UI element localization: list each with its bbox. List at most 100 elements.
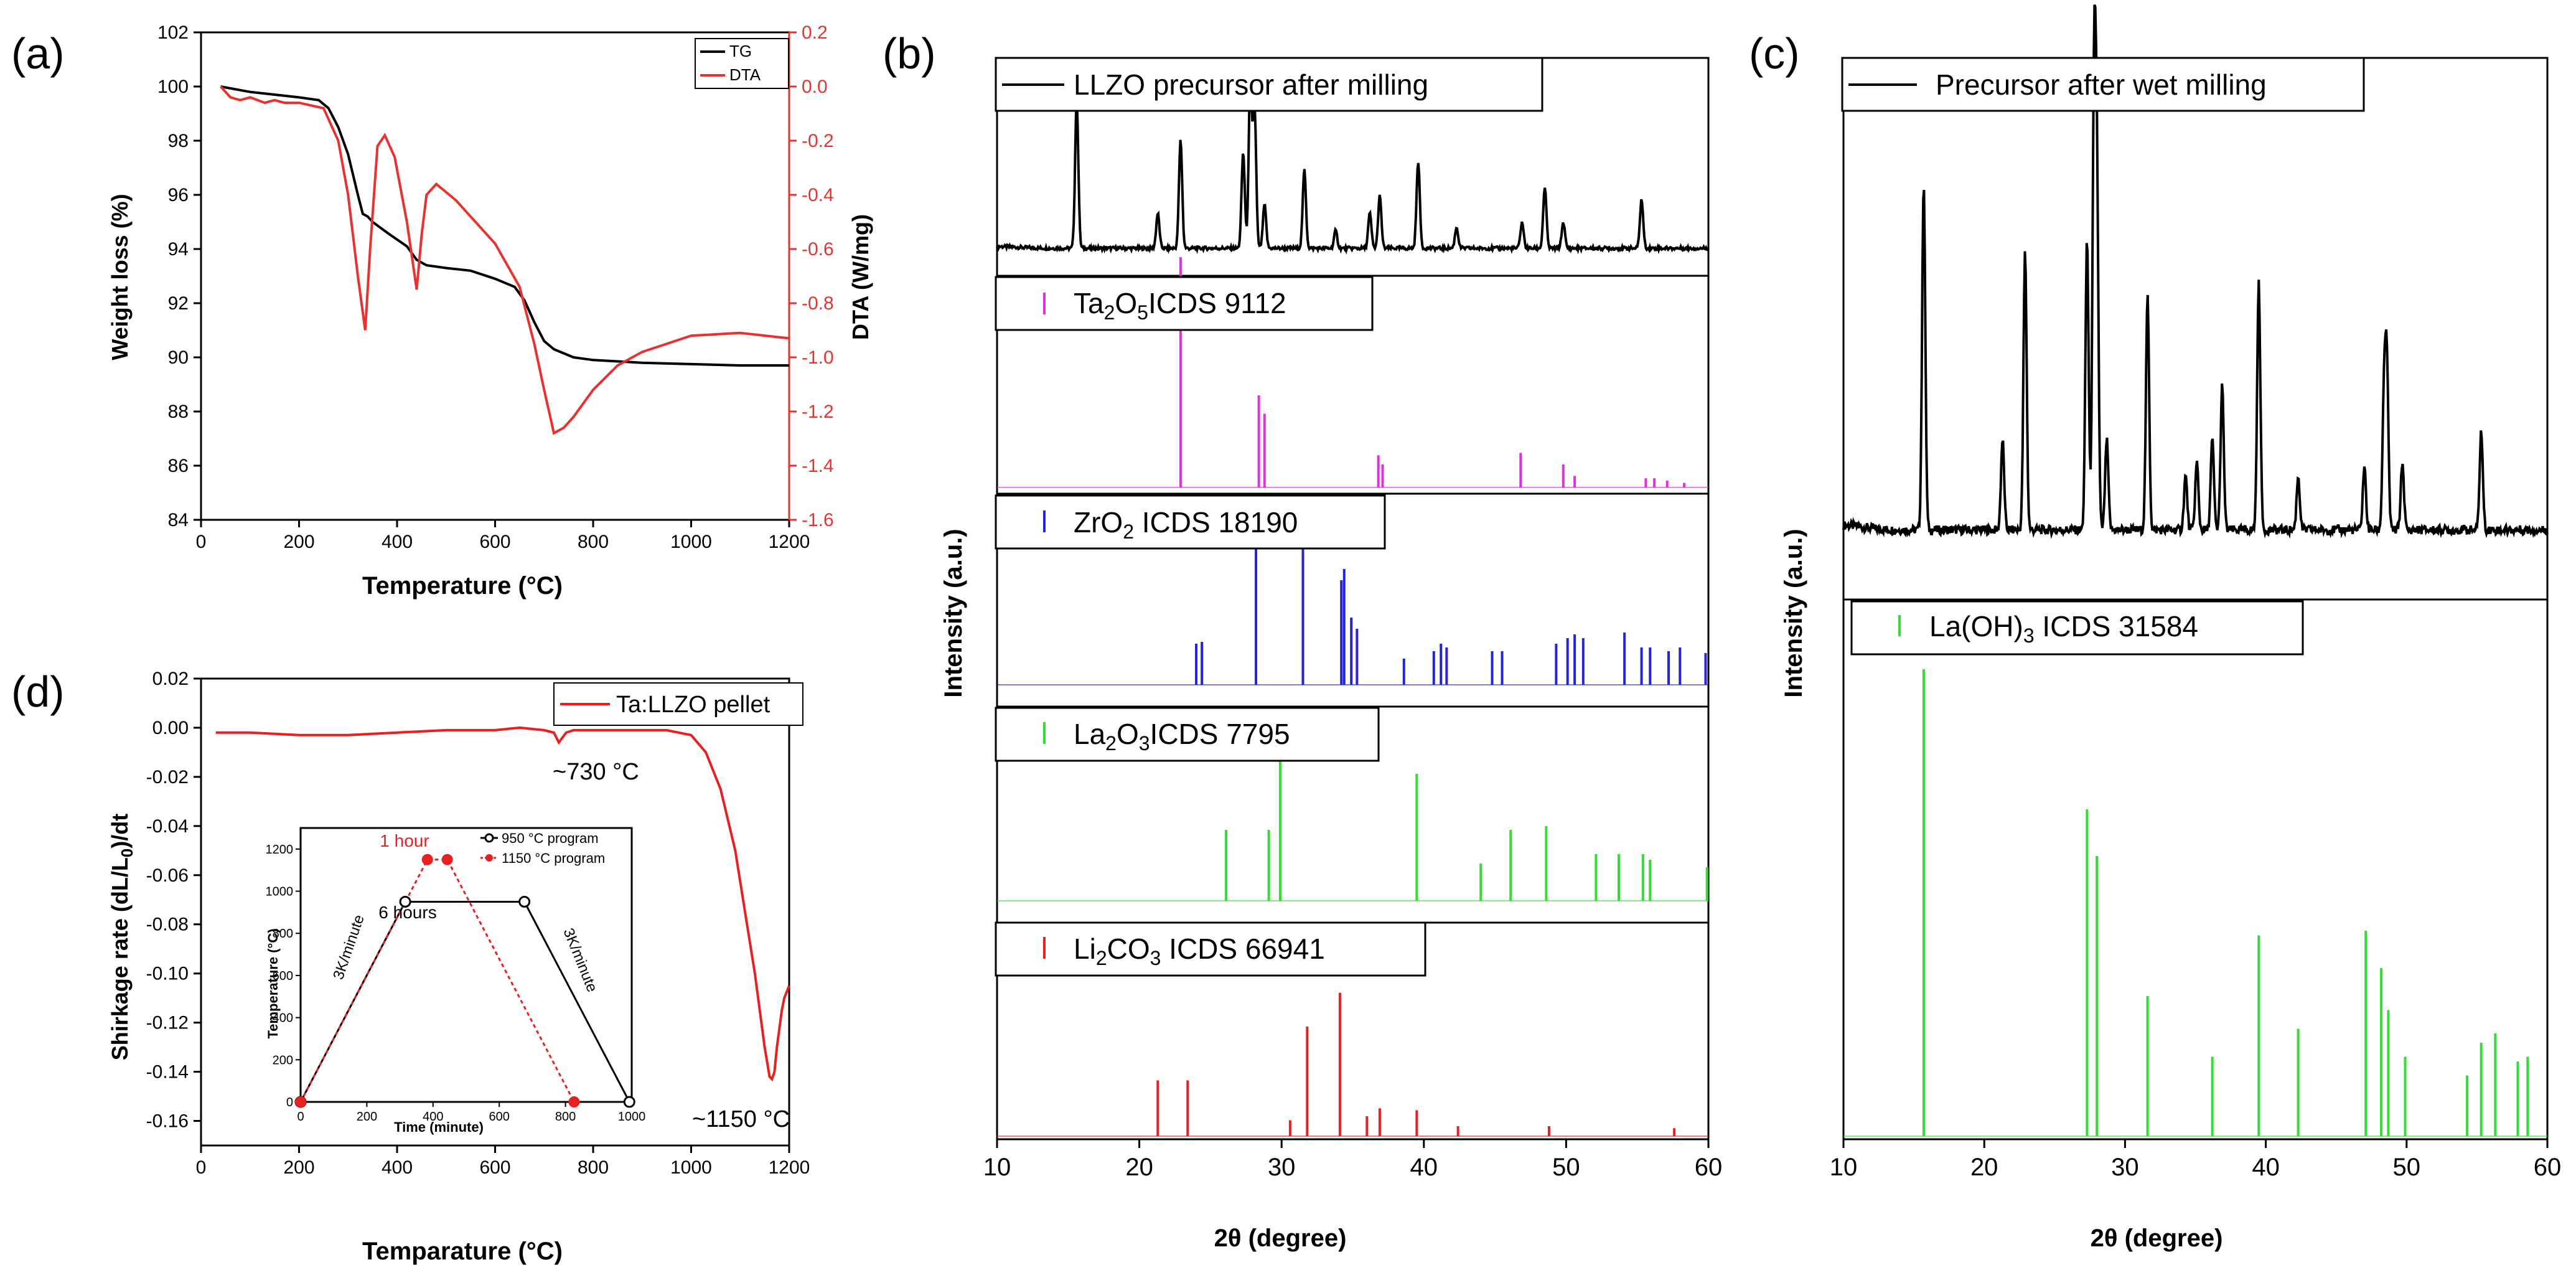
panel-letter-c: (c)	[1749, 29, 1800, 78]
chart-d-inset-ticks: 0 200 400 600 800 1000 0 200 400 600 800 1000 1200	[266, 843, 646, 1124]
chart-d-inset-point-950	[623, 1096, 635, 1108]
chart-d-inset-x-tick-label: 200	[357, 1110, 377, 1124]
chart-a-ylabel: Weight loss (%)	[107, 194, 133, 360]
chart-d-inset-legend-950: 950 °C program	[502, 830, 599, 846]
chart-a-x-tick-label: 800	[578, 532, 609, 552]
chart-d-inset-y-tick-label: 1000	[266, 885, 294, 899]
chart-a-dta-line	[220, 85, 790, 435]
chart-b-label-zro2: ZrO2 ICDS 18190	[995, 494, 1386, 550]
chart-d-ticks: 0 200 400 600 800 1000 1200 0.02 0.00 -0.02 -0.04 -…	[146, 669, 810, 1178]
chart-b-label-li2co3: Li2CO3 ICDS 66941	[995, 921, 1426, 977]
chart-b-pattern-llzo	[996, 79, 1710, 255]
chart-a-ticks: 0 200 400 600 800 1000 1200 84 86 88 90 92 94 96 98 100…	[157, 22, 834, 552]
chart-d-inset-point-950	[399, 895, 411, 908]
chart-c-x-ticks: 10 20 30 40 50 60	[1830, 1139, 2561, 1181]
chart-a-y-tick-label: 92	[168, 293, 189, 314]
chart-a-y2-tick-label: -0.6	[802, 239, 834, 260]
chart-d-inset-y-tick-label: 200	[273, 1053, 293, 1067]
chart-b-label-la2o3: La2O3ICDS 7795	[995, 707, 1380, 762]
chart-d-inset-x-tick-label: 1000	[618, 1110, 646, 1124]
chart-b-frame	[996, 57, 1710, 1141]
chart-a-y2-tick-label: 0.0	[802, 77, 828, 97]
chart-d-y-tick-label: -0.08	[146, 915, 189, 935]
chart-b-label-li2co3-box	[995, 921, 1426, 977]
chart-d-x-tick-label: 1000	[670, 1157, 712, 1178]
chart-d-inset-x-tick-label: 800	[555, 1110, 576, 1124]
chart-d-x-tick-label: 200	[283, 1157, 314, 1178]
chart-c-label-precursor: Precursor after wet milling	[1841, 57, 2365, 112]
chart-d-inset-x-tick-label: 0	[297, 1110, 304, 1124]
chart-a-y-tick-label: 86	[168, 456, 189, 476]
chart-c-frame	[1842, 57, 2549, 1141]
chart-d-inset-points	[294, 854, 635, 1108]
chart-a-x-tick-label: 400	[382, 532, 413, 552]
chart-a-y2-tick-label: -1.0	[802, 347, 834, 368]
chart-d-inset-y-tick-label: 800	[273, 927, 293, 941]
chart-d-inset-point-1150	[295, 1096, 306, 1108]
panel-letter-a: (a)	[11, 29, 65, 78]
chart-d-inset-label-6hours: 6 hours	[378, 903, 436, 922]
chart-a-y2-tick-label: -0.2	[802, 131, 834, 151]
chart-d-y-tick-label: -0.02	[146, 767, 189, 788]
chart-b-pattern-la2o3	[997, 736, 1708, 901]
chart-a-y2-tick-label: -1.4	[802, 456, 834, 476]
chart-a-y-tick-label: 94	[168, 239, 189, 260]
chart-c-xlabel: 2θ (degree)	[2091, 1225, 2223, 1252]
chart-d-inset-label-1hour: 1 hour	[380, 831, 429, 850]
b-x-tick-label: 30	[1268, 1154, 1296, 1181]
b-x-tick-label: 20	[1125, 1154, 1153, 1181]
chart-d-inset: 0 200 400 600 800 1000 0 200 400 600 800 1000 1200 9…	[265, 827, 646, 1135]
chart-a-x-tick-label: 200	[283, 532, 314, 552]
chart-d-inset-legend-marker-950	[484, 833, 494, 843]
chart-d-y-tick-label: -0.10	[146, 964, 189, 984]
chart-a-y-tick-label: 88	[168, 402, 189, 422]
chart-a-legend: TG DTA	[695, 38, 789, 89]
chart-a: 0 200 400 600 800 1000 1200 84 86 88 90 92 94 96 98 100…	[107, 22, 873, 600]
chart-d-inset-y-tick-label: 400	[273, 1012, 293, 1025]
chart-d-x-tick-label: 0	[196, 1157, 207, 1178]
chart-a-legend-tg: TG	[729, 42, 752, 60]
chart-a-xlabel: Temperature (°C)	[362, 572, 563, 600]
chart-a-y2label: DTA (W/mg)	[848, 214, 873, 340]
chart-d-inset-x-tick-label: 400	[423, 1110, 443, 1124]
chart-b-label-zro2-box	[995, 494, 1386, 550]
chart-c-label-precursor-box	[1841, 57, 2365, 112]
panel-letter-d: (d)	[11, 667, 65, 716]
chart-d: 0 200 400 600 800 1000 1200 0.02 0.00 -0.02 -0.04 -…	[107, 669, 810, 1265]
chart-a-y-tick-label: 102	[157, 22, 189, 43]
chart-d-x-tick-label: 400	[382, 1157, 413, 1178]
chart-a-axes	[200, 31, 790, 521]
chart-d-inset-axes	[299, 827, 633, 1103]
chart-b-label-la2o3-text: La2O3ICDS 7795	[1074, 718, 1290, 755]
chart-d-inset-x-tick-label: 600	[489, 1110, 510, 1124]
chart-c: 10 20 30 40 50 60 Precursor after wet milling…	[1780, 4, 2561, 1252]
c-sub0-pattern-line	[1842, 4, 2549, 539]
chart-c-pattern-precursor	[1842, 4, 2549, 539]
chart-d-inset-point-950	[518, 895, 531, 908]
chart-b-label-llzo-box	[995, 57, 1543, 112]
chart-b-x-ticks: 10 20 30 40 50 60	[983, 1139, 1723, 1181]
chart-d-inset-ylabel: Temperature (°C)	[265, 928, 281, 1038]
b-x-tick-label: 60	[1695, 1154, 1723, 1181]
chart-a-y2-tick-label: -1.6	[802, 510, 834, 530]
panel-letter-b: (b)	[883, 29, 936, 78]
chart-c-ylabel: Intensity (a.u.)	[1780, 529, 1807, 697]
chart-d-inset-1150-line	[299, 858, 575, 1103]
chart-d-inset-legend-1150: 1150 °C program	[502, 850, 605, 866]
chart-d-y-tick-label: -0.12	[146, 1013, 189, 1033]
b-x-tick-label: 40	[1410, 1154, 1438, 1181]
chart-a-x-tick-label: 600	[479, 532, 510, 552]
chart-a-y-tick-label: 100	[157, 77, 189, 97]
chart-d-y-tick-label: -0.16	[146, 1111, 189, 1132]
chart-c-pattern-laoh3	[1843, 669, 2547, 1137]
chart-d-y-tick-label: -0.14	[146, 1062, 189, 1083]
chart-c-label-laoh3-text: La(OH)3 ICDS 31584	[1929, 610, 2198, 647]
chart-d-inset-xlabel: Time (minute)	[394, 1119, 484, 1135]
chart-d-ylabel: Shirkage rate (dL/L0)/dt	[107, 814, 136, 1061]
chart-d-inset-legend-marker-1150	[485, 854, 493, 862]
chart-a-legend-box	[695, 38, 789, 89]
chart-c-label-laoh3-box	[1850, 600, 2304, 656]
b-sub0-pattern-line	[996, 79, 1710, 255]
chart-a-y-tick-label: 90	[168, 347, 189, 368]
